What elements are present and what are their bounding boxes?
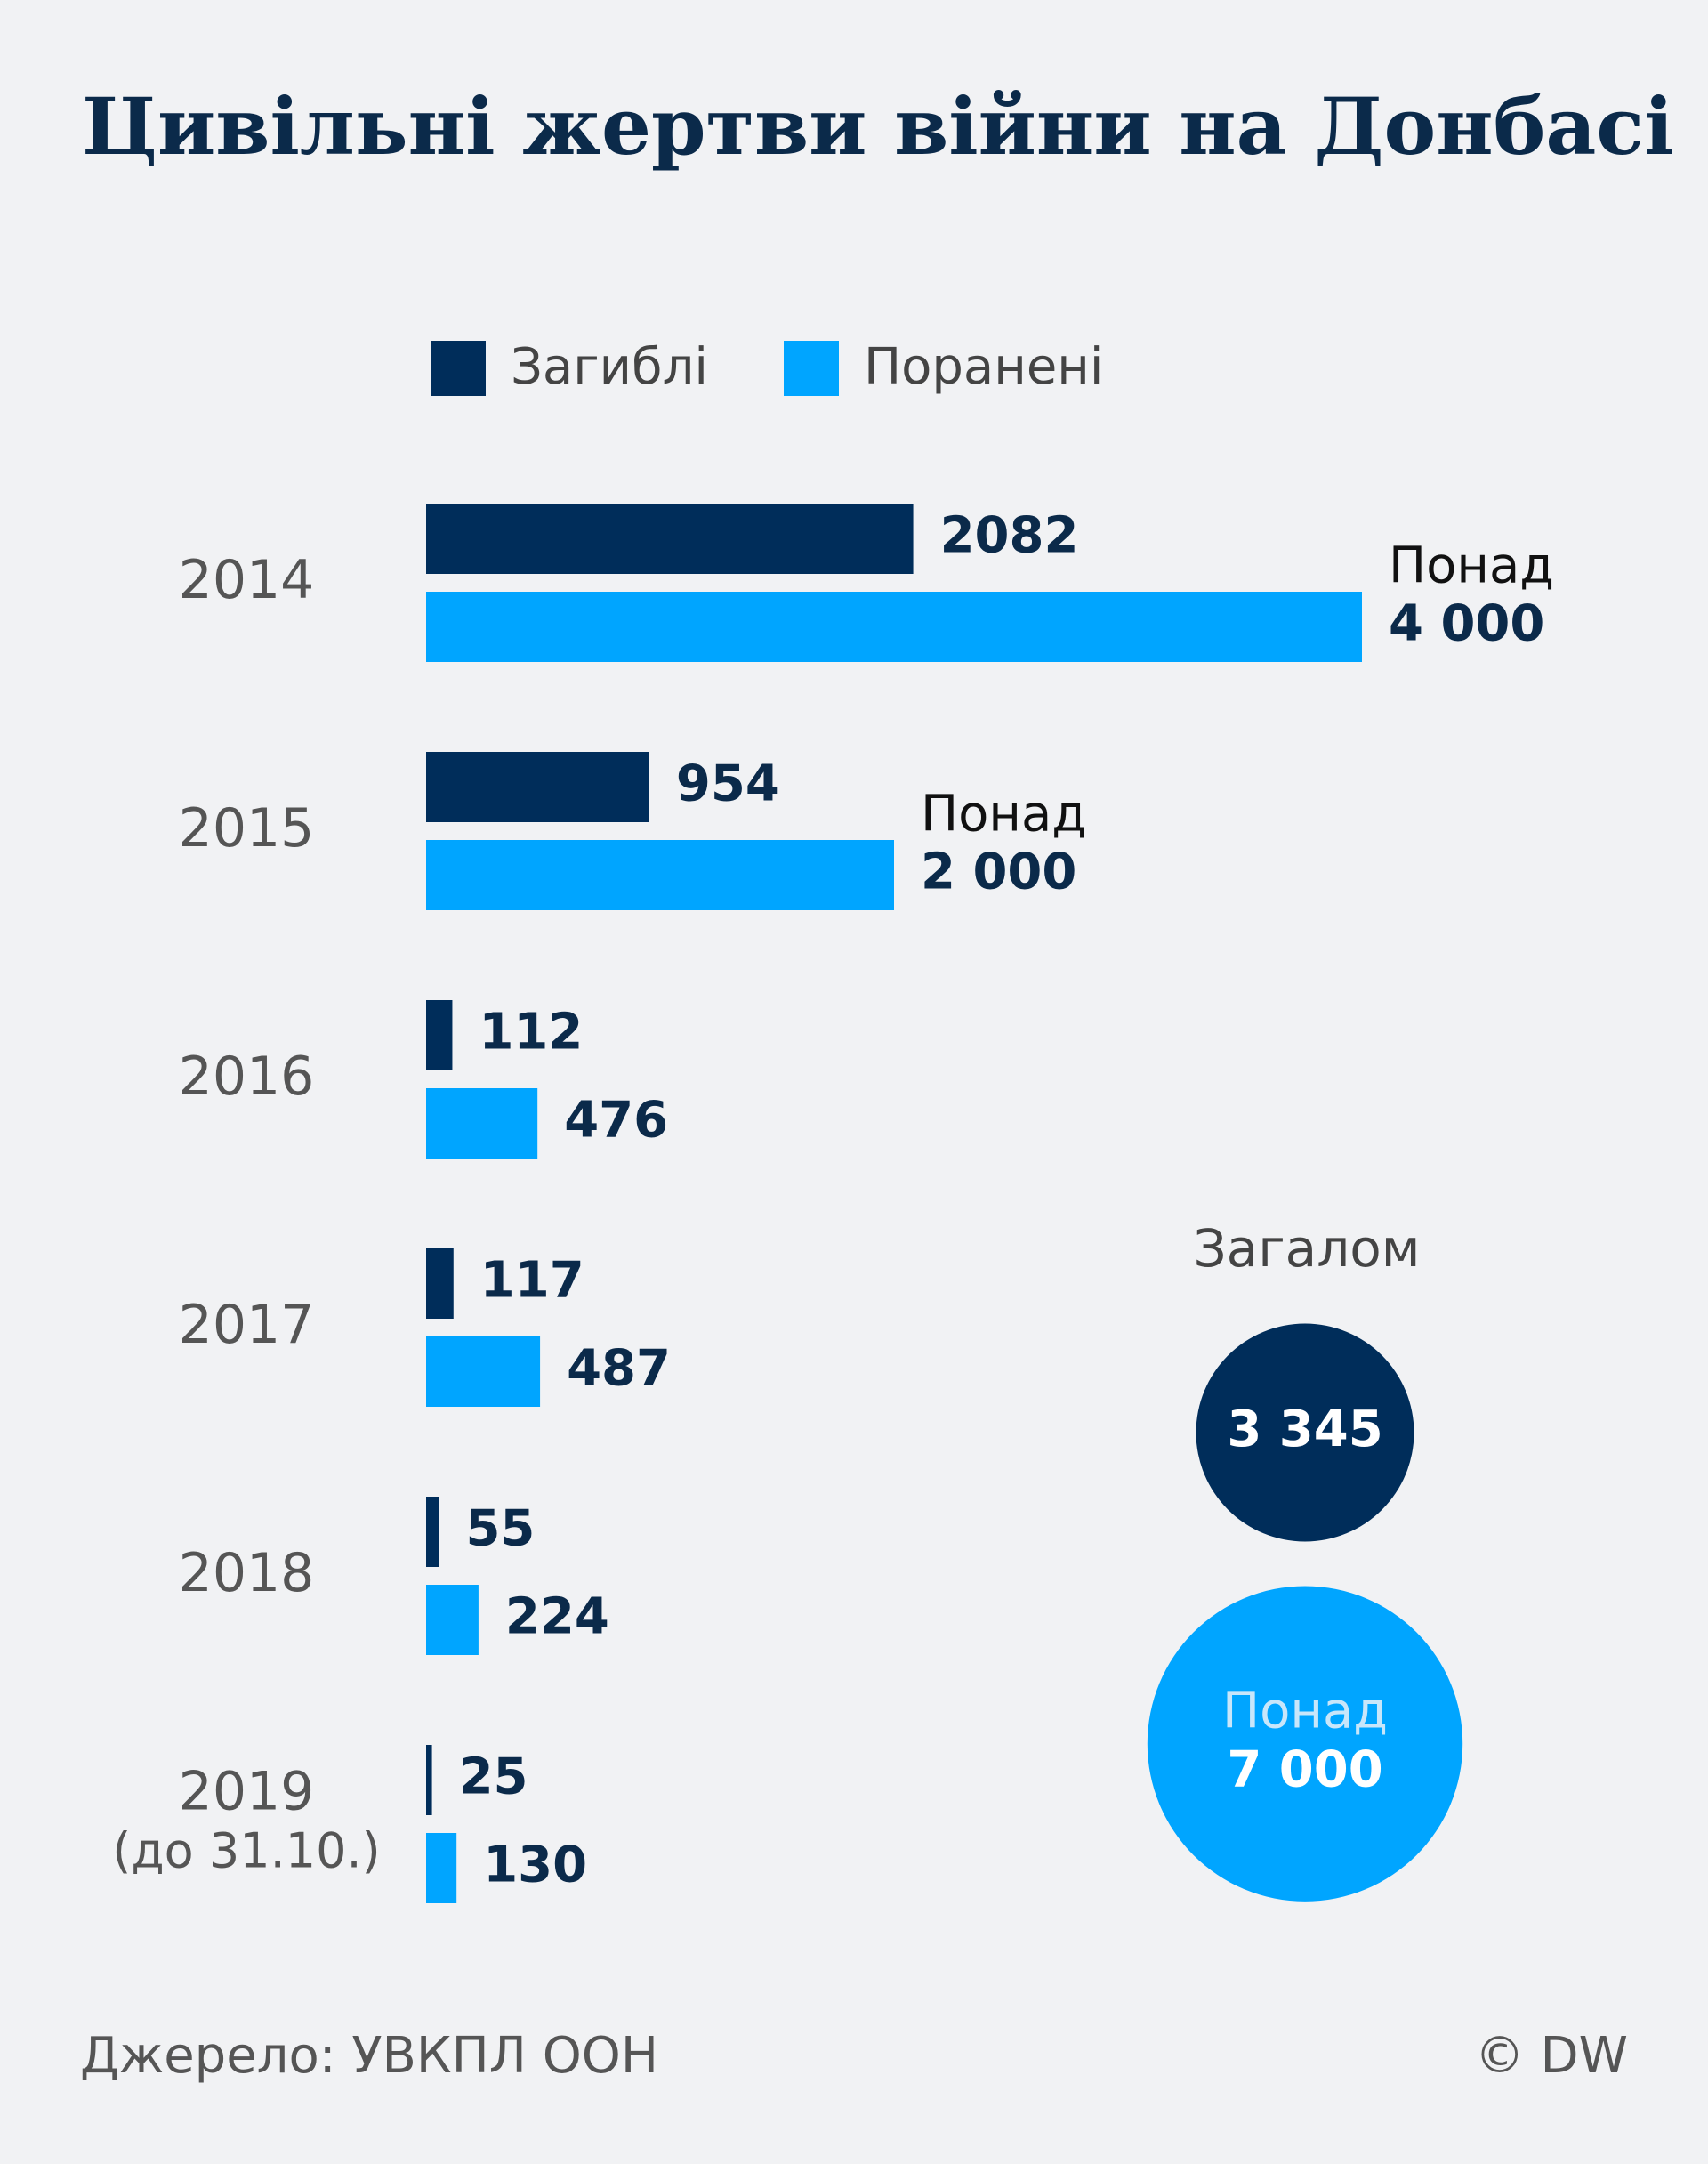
value-label-line: 112 <box>479 1004 583 1062</box>
bar <box>426 592 1362 662</box>
bar <box>426 1000 453 1070</box>
value-label-line: Понад <box>1389 537 1554 595</box>
value-label: 2082 <box>940 507 1079 565</box>
bar <box>426 504 914 574</box>
value-label-line: 117 <box>480 1252 584 1310</box>
value-label-line: 487 <box>567 1340 671 1398</box>
bar <box>426 1745 432 1815</box>
value-label: Понад 4 000 <box>1389 537 1554 653</box>
value-label: 117 <box>480 1252 584 1310</box>
value-label-line: 2 000 <box>921 844 1076 901</box>
bar <box>426 1833 457 1903</box>
value-label-line: Понад <box>921 786 1086 844</box>
y-tick-label-line: 2019 <box>179 1760 315 1822</box>
legend-label: Загиблі <box>511 338 708 396</box>
value-label-line: 130 <box>483 1837 587 1894</box>
value-label: 112 <box>479 1004 583 1062</box>
source: Джерело: УВКПЛ ООН <box>80 2027 658 2085</box>
y-tick-label: 2019 (до 31.10.) <box>112 1760 380 1878</box>
value-label-line: 25 <box>459 1748 528 1806</box>
value-label: 55 <box>465 1500 535 1558</box>
legend-label: Поранені <box>864 338 1103 396</box>
y-tick-label: 2014 <box>179 549 315 611</box>
value-label: Понад 2 000 <box>921 786 1086 901</box>
value-label: 476 <box>564 1092 668 1150</box>
value-label-line: 224 <box>505 1588 609 1646</box>
chart-title: Цивільні жертви війни на Донбасі <box>82 80 1673 173</box>
bar <box>426 1336 541 1407</box>
y-tick-label-line: 2017 <box>179 1294 315 1356</box>
value-label: 954 <box>676 755 780 813</box>
value-label: 224 <box>505 1588 609 1646</box>
y-tick-label: 2016 <box>179 1046 315 1108</box>
y-tick-label: 2018 <box>179 1542 315 1604</box>
bar <box>426 1088 538 1159</box>
value-label: 25 <box>459 1748 528 1806</box>
y-tick-label-line: 2018 <box>179 1542 315 1604</box>
value-label-line: 55 <box>465 1500 535 1558</box>
bar <box>426 1248 454 1319</box>
value-label-line: 4 000 <box>1389 595 1544 653</box>
total-circle <box>1196 1323 1414 1542</box>
value-label-line: 476 <box>564 1092 668 1150</box>
total-circle <box>1147 1586 1463 1902</box>
totals-title: Загалом <box>1193 1218 1420 1279</box>
total-label-line: 7 000 <box>1227 1741 1382 1799</box>
value-label: 130 <box>483 1837 587 1894</box>
legend-swatch <box>784 341 839 396</box>
bar <box>426 752 649 822</box>
value-label: 487 <box>567 1340 671 1398</box>
credit: © DW <box>1475 2027 1628 2085</box>
y-tick-label-line: 2016 <box>179 1046 315 1108</box>
bar <box>426 1585 479 1655</box>
y-tick-label-line: (до 31.10.) <box>112 1822 380 1878</box>
bar <box>426 840 894 910</box>
total-label: Понад 7 000 <box>1222 1683 1388 1799</box>
total-label: 3 345 <box>1227 1401 1382 1458</box>
bar <box>426 1497 439 1567</box>
y-tick-label-line: 2014 <box>179 549 315 611</box>
y-tick-label: 2015 <box>179 797 315 860</box>
y-tick-label: 2017 <box>179 1294 315 1356</box>
value-label-line: 2082 <box>940 507 1079 565</box>
total-label-line: 3 345 <box>1227 1401 1382 1458</box>
y-tick-label-line: 2015 <box>179 797 315 860</box>
value-label-line: 954 <box>676 755 780 813</box>
legend-swatch <box>431 341 486 396</box>
total-label-line: Понад <box>1222 1683 1388 1740</box>
